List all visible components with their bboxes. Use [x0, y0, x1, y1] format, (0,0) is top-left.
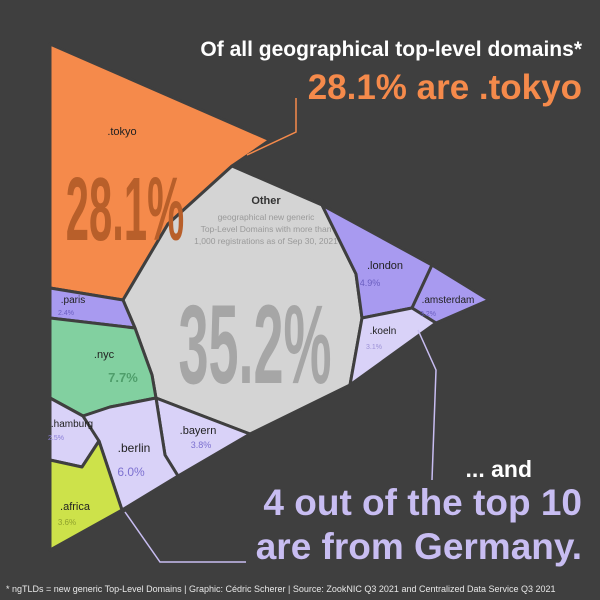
cell-koeln[interactable]: [348, 306, 438, 387]
bayern-label: .bayern: [180, 425, 217, 437]
london-value: 4.9%: [360, 278, 381, 288]
amsterdam-value: 3.2%: [420, 311, 436, 318]
koeln-label: .koeln: [370, 326, 397, 337]
tokyo-label: .tokyo: [107, 126, 136, 138]
cell-africa[interactable]: [48, 439, 124, 552]
callout-line-berlin: [124, 511, 246, 563]
nyc-value: 7.7%: [108, 370, 138, 385]
other-note-1: geographical new generic: [218, 212, 316, 222]
footer-credits: * ngTLDs = new generic Top-Level Domains…: [6, 584, 556, 594]
other-note-3: 1,000 registrations as of Sep 30, 2021: [194, 236, 338, 246]
paris-label: .paris: [61, 295, 85, 306]
koeln-value: 3.1%: [366, 344, 382, 351]
paris-value: 2.4%: [58, 310, 74, 317]
other-note-2: Top-Level Domains with more than: [201, 224, 332, 234]
berlin-label: .berlin: [118, 441, 151, 455]
cell-berlin[interactable]: [81, 396, 180, 512]
germany-line-2: are from Germany.: [255, 526, 582, 567]
berlin-value: 6.0%: [117, 465, 145, 479]
germany-line-1: 4 out of the top 10: [263, 482, 582, 523]
other-label: Other: [251, 195, 281, 207]
africa-value: 3.6%: [58, 518, 76, 527]
headline-line-1: Of all geographical top-level domains*: [200, 38, 582, 61]
callout-line-koeln: [417, 329, 437, 481]
other-big-value: 35.2%: [178, 281, 331, 407]
amsterdam-label: .amsterdam: [422, 295, 475, 306]
london-label: .london: [367, 260, 403, 272]
hamburg-value: 2.5%: [48, 435, 64, 442]
callout-line-tokyo: [246, 98, 297, 156]
bayern-value: 3.8%: [191, 440, 212, 450]
tokyo-big-value: 28.1%: [66, 159, 184, 259]
and-text: ... and: [465, 456, 532, 482]
hamburg-label: .hamburg: [51, 419, 93, 430]
africa-label: .africa: [60, 501, 91, 513]
headline-line-2: 28.1% are .tokyo: [307, 68, 582, 107]
nyc-label: .nyc: [94, 349, 115, 361]
